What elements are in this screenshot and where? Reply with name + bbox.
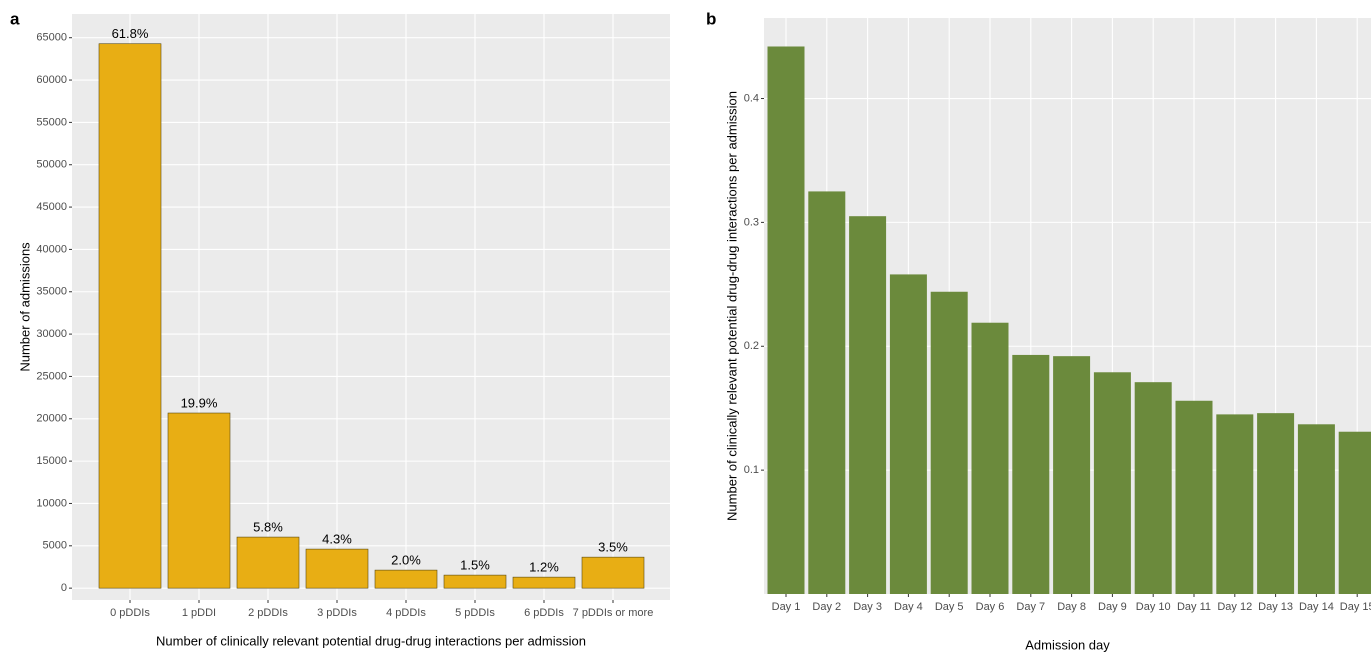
- x-tick-label: Day 12: [1217, 601, 1252, 613]
- value-label: 1.2%: [529, 560, 559, 575]
- x-tick-label: Day 15: [1340, 601, 1371, 613]
- y-tick-label: 50000: [36, 159, 67, 171]
- bar: [1216, 414, 1254, 594]
- x-tick-label: Day 7: [1016, 601, 1045, 613]
- y-tick-label: 0.3: [744, 216, 759, 228]
- x-tick-label: 0 pDDIs: [110, 607, 150, 619]
- x-tick-label: Day 8: [1057, 601, 1086, 613]
- x-tick-label: 5 pDDIs: [455, 607, 495, 619]
- bar: [1257, 413, 1295, 594]
- y-tick-label: 0.1: [744, 464, 759, 476]
- x-tick-label: Day 1: [772, 601, 801, 613]
- panel-label: a: [10, 9, 20, 28]
- y-tick-label: 65000: [36, 32, 67, 44]
- y-tick-label: 40000: [36, 243, 67, 255]
- y-tick-label: 45000: [36, 201, 67, 213]
- value-label: 2.0%: [391, 553, 421, 568]
- bar: [971, 322, 1009, 594]
- y-tick-label: 25000: [36, 370, 67, 382]
- y-tick-label: 20000: [36, 413, 67, 425]
- bar: [767, 46, 805, 595]
- x-tick-label: Day 13: [1258, 601, 1293, 613]
- y-tick-label: 0: [61, 582, 67, 594]
- bar: [1093, 372, 1131, 594]
- bar: [98, 43, 162, 589]
- x-axis-title: Number of clinically relevant potential …: [156, 633, 586, 648]
- panel-label: b: [706, 9, 716, 28]
- x-tick-label: 4 pDDIs: [386, 607, 426, 619]
- value-label: 61.8%: [112, 26, 149, 41]
- x-tick-label: 6 pDDIs: [524, 607, 564, 619]
- bar: [236, 536, 300, 589]
- bar: [374, 569, 438, 589]
- y-tick-label: 35000: [36, 286, 67, 298]
- bar: [930, 291, 968, 594]
- y-axis-title: Number of clinically relevant potential …: [724, 91, 739, 521]
- y-tick-label: 60000: [36, 74, 67, 86]
- y-tick-label: 0.2: [744, 340, 759, 352]
- bar: [443, 574, 507, 589]
- x-axis-title: Admission day: [1025, 637, 1110, 652]
- value-label: 4.3%: [322, 532, 352, 547]
- x-tick-label: Day 3: [853, 601, 882, 613]
- bar: [1053, 356, 1091, 594]
- bar: [167, 412, 231, 589]
- y-tick-label: 10000: [36, 497, 67, 509]
- x-tick-label: Day 2: [812, 601, 841, 613]
- bar: [1175, 400, 1213, 594]
- bar: [305, 548, 369, 589]
- y-tick-label: 30000: [36, 328, 67, 340]
- y-tick-label: 15000: [36, 455, 67, 467]
- chart-panel: a 0 5000 10000 15000 20000 25000 30000 35000 4000…: [10, 9, 670, 648]
- x-tick-label: Day 14: [1299, 601, 1334, 613]
- x-tick-label: Day 6: [976, 601, 1005, 613]
- x-tick-label: 3 pDDIs: [317, 607, 357, 619]
- x-tick-label: Day 9: [1098, 601, 1127, 613]
- bar: [581, 556, 645, 589]
- bar: [1134, 382, 1172, 594]
- value-label: 5.8%: [253, 520, 283, 535]
- bar: [849, 216, 887, 594]
- bar: [1297, 424, 1335, 594]
- x-tick-label: 2 pDDIs: [248, 607, 288, 619]
- x-tick-label: Day 5: [935, 601, 964, 613]
- x-tick-label: 1 pDDI: [182, 607, 216, 619]
- value-label: 1.5%: [460, 558, 490, 573]
- x-tick-label: Day 10: [1136, 601, 1171, 613]
- chart-panel: b 0.1 0.2 0.3 0.4 Day 1 Day 2 Day 3 Day 4 Day 5 Da…: [706, 9, 1371, 652]
- bar: [1012, 354, 1050, 594]
- bar: [808, 191, 846, 594]
- bar: [1338, 431, 1371, 594]
- y-tick-label: 0.4: [744, 92, 759, 104]
- value-label: 19.9%: [181, 395, 218, 410]
- x-tick-label: Day 11: [1177, 601, 1211, 613]
- y-tick-label: 5000: [43, 540, 67, 552]
- y-axis-title: Number of admissions: [17, 242, 32, 372]
- bar: [512, 576, 576, 589]
- x-tick-label: 7 pDDIs or more: [573, 607, 654, 619]
- x-tick-label: Day 4: [894, 601, 923, 613]
- y-tick-label: 55000: [36, 116, 67, 128]
- plot-background: [72, 14, 670, 600]
- value-label: 3.5%: [598, 540, 628, 555]
- bar: [889, 274, 927, 594]
